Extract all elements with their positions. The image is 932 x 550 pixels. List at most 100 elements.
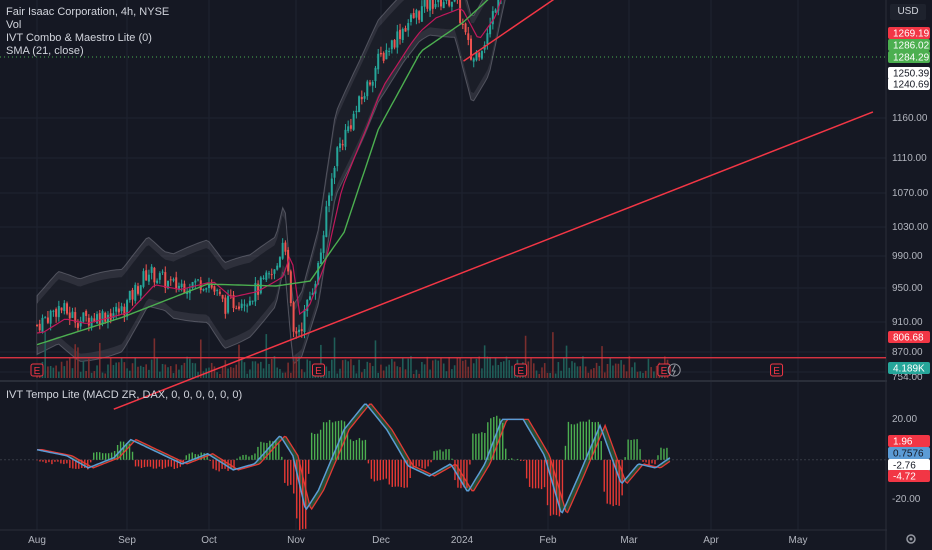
candle-body bbox=[409, 14, 412, 23]
earnings-marker[interactable]: E bbox=[514, 363, 528, 377]
macd-histogram-bar bbox=[84, 459, 86, 468]
volume-bar bbox=[614, 363, 617, 378]
candle-body bbox=[44, 317, 47, 319]
volume-bar bbox=[445, 371, 448, 378]
macd-histogram-bar bbox=[110, 452, 113, 460]
macd-histogram-bar bbox=[531, 459, 534, 489]
volume-bar bbox=[298, 356, 300, 378]
volume-bar bbox=[576, 366, 579, 378]
candle-body bbox=[82, 312, 85, 322]
macd-histogram-bar bbox=[313, 433, 316, 460]
candle-body bbox=[464, 23, 467, 33]
earnings-marker[interactable]: E bbox=[30, 363, 44, 377]
macd-histogram-bar bbox=[466, 459, 468, 488]
macd-histogram-bar bbox=[463, 459, 465, 488]
macd-histogram-bar bbox=[594, 422, 596, 460]
currency-button[interactable]: USD bbox=[890, 4, 926, 20]
macd-histogram-bar bbox=[490, 418, 492, 460]
volume-bar bbox=[647, 358, 650, 378]
volume-bar bbox=[500, 362, 502, 378]
macd-histogram-bar bbox=[624, 457, 626, 460]
volume-bar bbox=[178, 369, 180, 378]
macd-badge-label: 1.96 bbox=[893, 437, 913, 448]
macd-histogram-bar bbox=[427, 459, 429, 467]
macd-histogram-bar bbox=[278, 443, 280, 460]
candle-body bbox=[85, 310, 88, 316]
volume-bar bbox=[421, 361, 423, 378]
candle-body bbox=[117, 308, 120, 313]
volume-bar bbox=[336, 373, 339, 378]
gear-icon[interactable] bbox=[906, 534, 916, 544]
volume-bar bbox=[598, 365, 601, 378]
volume-bar bbox=[328, 370, 330, 378]
earnings-marker[interactable]: E bbox=[657, 363, 671, 377]
candle-body bbox=[379, 52, 382, 55]
volume-bar bbox=[584, 366, 587, 378]
volume-bar bbox=[68, 357, 71, 378]
volume-bar bbox=[543, 363, 546, 378]
macd-histogram-bar bbox=[639, 449, 641, 460]
price-badge-label: 1284.29 bbox=[893, 53, 930, 64]
candle-body bbox=[221, 294, 224, 299]
price-badge-label: 1286.02 bbox=[893, 41, 930, 52]
macd-histogram-bar bbox=[328, 419, 331, 460]
macd-histogram-bar bbox=[185, 455, 187, 460]
volume-bar bbox=[546, 372, 549, 378]
macd-histogram-bar bbox=[257, 446, 259, 460]
volume-bar bbox=[470, 357, 472, 378]
macd-histogram-bar bbox=[424, 459, 426, 469]
candle-body bbox=[197, 279, 200, 281]
volume-bar bbox=[58, 371, 60, 378]
macd-histogram-bar bbox=[299, 459, 301, 531]
volume-bar bbox=[423, 364, 426, 378]
volume-bar bbox=[393, 361, 396, 378]
candle-body bbox=[66, 303, 69, 314]
volume-bar bbox=[358, 359, 360, 378]
indicator-label[interactable]: IVT Combo & Maestro Lite (0) bbox=[6, 32, 152, 44]
candle-body bbox=[377, 53, 380, 70]
candle-body bbox=[145, 270, 148, 281]
volume-bar bbox=[101, 372, 104, 378]
macd-histogram-bar bbox=[107, 453, 110, 460]
candle-body bbox=[374, 67, 377, 82]
flash-icon[interactable] bbox=[667, 363, 681, 377]
volume-bar bbox=[330, 359, 333, 378]
candle-body bbox=[418, 11, 421, 20]
volume-bar bbox=[587, 372, 590, 378]
candle-body bbox=[218, 291, 221, 295]
macd-histogram-bar bbox=[540, 459, 543, 490]
candle-body bbox=[338, 143, 341, 148]
sma-label[interactable]: SMA (21, close) bbox=[6, 45, 84, 57]
macd-histogram-bar bbox=[561, 459, 564, 501]
candle-body bbox=[429, 0, 432, 11]
macd-pane-title[interactable]: IVT Tempo Lite (MACD ZR, DAX, 0, 0, 0, 0… bbox=[6, 389, 243, 401]
earnings-marker[interactable]: E bbox=[770, 363, 784, 377]
candle-body bbox=[104, 312, 107, 322]
volume-bar bbox=[161, 363, 164, 378]
candle-body bbox=[227, 296, 230, 313]
macd-badge-label: -2.76 bbox=[893, 461, 916, 472]
macd-histogram-bar bbox=[576, 423, 579, 460]
candle-body bbox=[87, 317, 90, 326]
candle-body bbox=[123, 306, 126, 316]
volume-label[interactable]: Vol bbox=[6, 19, 22, 31]
volume-bar bbox=[535, 370, 538, 378]
volume-bar bbox=[565, 345, 568, 378]
volume-bar bbox=[434, 359, 437, 378]
earnings-marker[interactable]: E bbox=[311, 363, 325, 377]
candle-body bbox=[317, 263, 320, 285]
macd-badge: 0.7576 bbox=[888, 447, 930, 460]
candle-body bbox=[328, 195, 331, 206]
volume-bar bbox=[412, 373, 415, 378]
candle-body bbox=[235, 308, 238, 310]
macd-histogram-bar bbox=[642, 459, 644, 462]
macd-histogram-bar bbox=[69, 459, 71, 468]
volume-bar bbox=[344, 359, 347, 378]
macd-histogram-bar bbox=[579, 421, 582, 460]
volume-bar bbox=[590, 369, 592, 378]
macd-histogram-bar bbox=[254, 453, 256, 460]
symbol-title[interactable]: Fair Isaac Corporation, 4h, NYSE bbox=[6, 6, 170, 18]
volume-bar bbox=[159, 371, 161, 378]
time-axis: Aug Sep Oct Nov Dec 2024 Feb Mar Apr May bbox=[28, 534, 916, 546]
